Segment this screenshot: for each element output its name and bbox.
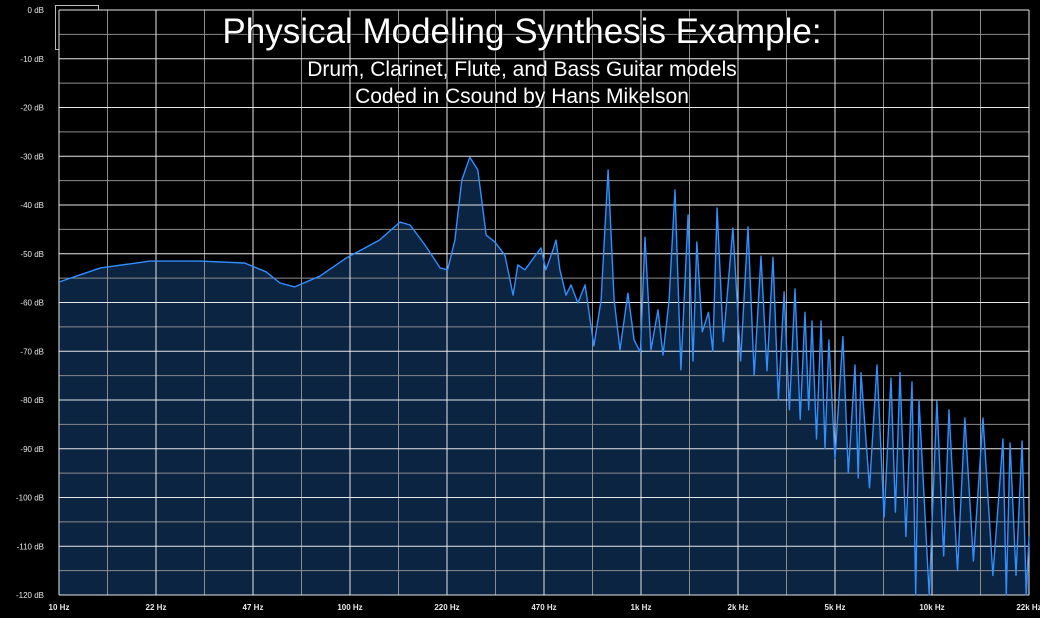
- y-tick-label: -70 dB: [20, 347, 44, 356]
- x-tick-label: 5k Hz: [825, 603, 846, 612]
- y-tick-label: -110 dB: [17, 542, 44, 551]
- y-tick-label: -20 dB: [20, 104, 44, 113]
- y-tick-label: -80 dB: [20, 396, 44, 405]
- chart-subtitle-2: Coded in Csound by Hans Mikelson: [355, 85, 689, 108]
- x-tick-label: 470 Hz: [531, 603, 556, 612]
- y-tick-label: -60 dB: [20, 299, 44, 308]
- y-tick-label: -100 dB: [16, 494, 44, 503]
- spectrum-line: [58, 156, 1030, 596]
- y-tick-label: -90 dB: [20, 445, 44, 454]
- x-tick-label: 47 Hz: [243, 603, 264, 612]
- y-tick-label: -120 dB: [16, 591, 44, 600]
- chart-subtitle-1: Drum, Clarinet, Flute, and Bass Guitar m…: [307, 58, 737, 81]
- y-tick-label: -10 dB: [20, 55, 44, 64]
- x-tick-label: 10k Hz: [919, 603, 944, 612]
- x-tick-label: 220 Hz: [434, 603, 459, 612]
- y-tick-label: -30 dB: [20, 152, 44, 161]
- x-tick-label: 10 Hz: [49, 603, 70, 612]
- chart-title: Physical Modeling Synthesis Example:: [222, 12, 822, 51]
- x-tick-label: 22k Hz: [1016, 603, 1040, 612]
- x-tick-label: 1k Hz: [631, 603, 652, 612]
- x-tick-label: 100 Hz: [337, 603, 362, 612]
- y-tick-label: 0 dB: [28, 6, 44, 15]
- y-tick-label: -50 dB: [20, 250, 44, 259]
- x-tick-label: 22 Hz: [146, 603, 167, 612]
- x-tick-label: 2k Hz: [728, 603, 749, 612]
- y-tick-label: -40 dB: [20, 201, 44, 210]
